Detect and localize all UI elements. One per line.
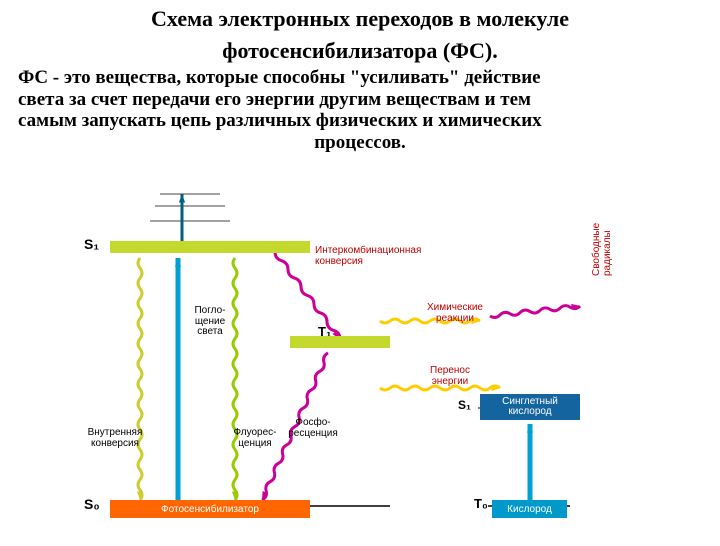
label-absorption: Погло- щение света [185,306,235,338]
label-intersystem-crossing: Интеркомбинационная конверсия [315,246,455,267]
paragraph: ФС - это вещества, которые способны "уси… [18,67,702,154]
label-energy-transfer: Перенос энергии [415,366,485,387]
s1-bar [110,241,310,253]
diagram-svg [80,176,640,536]
label-chemical-reactions: Химические реакции [415,303,495,324]
para-l4: процессов. [18,132,702,154]
t1-bar [290,336,390,348]
para-l1: ФС - это вещества, которые способны "уси… [18,67,541,88]
jablonski-diagram: S₁ S₀ T₁ S₁ T₀ Фотосенсибилизатор Кислор… [80,176,640,536]
label-free-radicals: Свободные радикалы [592,236,613,276]
state-s0: S₀ [84,496,100,512]
label-fluorescence: Флуорес- ценция [225,428,285,449]
singlet-oxygen-box: Синглетный кислород [480,394,580,420]
oxygen-box: Кислород [492,500,567,518]
label-internal-conversion: Внутренняя конверсия [80,428,150,449]
title-line1: Схема электронных переходов в молекуле [40,6,680,32]
state-s1-right: S₁ [458,398,471,412]
label-phosphorescence: Фосфо- ресценция [283,418,343,439]
para-l2: света за счет передачи его энергии други… [18,89,531,110]
para-l3: самым запускать цепь различных физически… [18,110,542,131]
state-s1: S₁ [84,236,99,252]
title-line2: фотосенсибилизатора (ФС). [40,38,680,64]
state-t0: T₀ [474,496,488,511]
photosensitizer-box: Фотосенсибилизатор [110,500,310,518]
